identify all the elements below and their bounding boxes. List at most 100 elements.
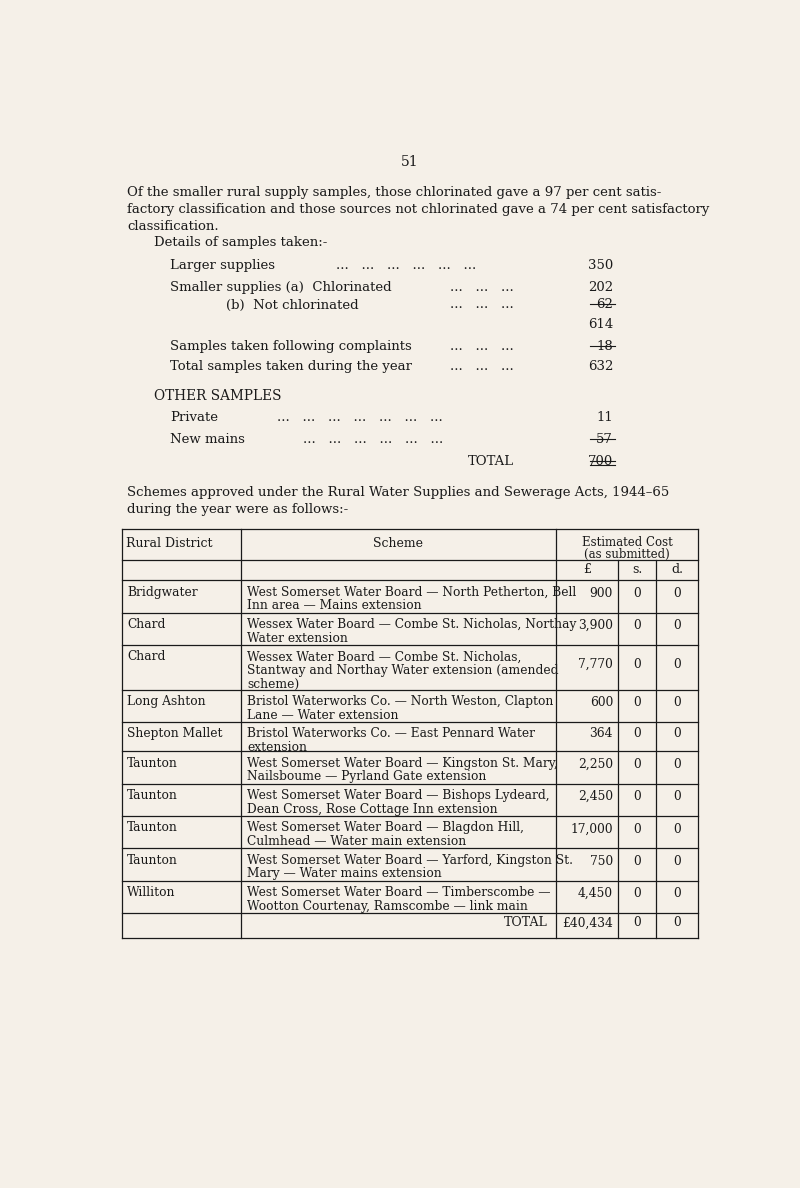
Text: (as submitted): (as submitted) bbox=[584, 548, 670, 561]
Text: £: £ bbox=[582, 563, 590, 576]
Text: scheme): scheme) bbox=[247, 678, 299, 690]
Text: factory classification and those sources not chlorinated gave a 74 per cent sati: factory classification and those sources… bbox=[127, 203, 710, 216]
Text: Inn area — Mains extension: Inn area — Mains extension bbox=[247, 600, 422, 612]
Text: Bristol Waterworks Co. — East Pennard Water: Bristol Waterworks Co. — East Pennard Wa… bbox=[247, 727, 535, 740]
Text: 51: 51 bbox=[401, 154, 419, 169]
Text: 0: 0 bbox=[634, 696, 641, 709]
Text: 4,450: 4,450 bbox=[578, 887, 613, 901]
Text: 2,250: 2,250 bbox=[578, 758, 613, 771]
Text: Wessex Water Board — Combe St. Nicholas, Northay: Wessex Water Board — Combe St. Nicholas,… bbox=[247, 618, 577, 631]
Text: Bristol Waterworks Co. — North Weston, Clapton: Bristol Waterworks Co. — North Weston, C… bbox=[247, 695, 554, 708]
Text: West Somerset Water Board — North Petherton, Bell: West Somerset Water Board — North Pether… bbox=[247, 586, 577, 599]
Text: 632: 632 bbox=[588, 360, 613, 373]
Text: 7,770: 7,770 bbox=[578, 658, 613, 671]
Text: OTHER SAMPLES: OTHER SAMPLES bbox=[154, 388, 282, 403]
Text: New mains: New mains bbox=[170, 432, 245, 446]
Text: 0: 0 bbox=[674, 727, 682, 740]
Text: Stantway and Northay Water extension (amended: Stantway and Northay Water extension (am… bbox=[247, 664, 558, 677]
Text: ...   ...   ...   ...   ...   ...: ... ... ... ... ... ... bbox=[336, 259, 477, 272]
Text: Long Ashton: Long Ashton bbox=[127, 695, 206, 708]
Text: Bridgwater: Bridgwater bbox=[127, 586, 198, 599]
Text: 0: 0 bbox=[634, 916, 641, 929]
Text: 900: 900 bbox=[590, 587, 613, 600]
Text: classification.: classification. bbox=[127, 220, 218, 233]
Text: Shepton Mallet: Shepton Mallet bbox=[127, 727, 222, 740]
Text: Lane — Water extension: Lane — Water extension bbox=[247, 709, 398, 722]
Text: 17,000: 17,000 bbox=[570, 822, 613, 835]
Text: 0: 0 bbox=[634, 587, 641, 600]
Text: Culmhead — Water main extension: Culmhead — Water main extension bbox=[247, 835, 466, 848]
Text: 0: 0 bbox=[674, 822, 682, 835]
Text: West Somerset Water Board — Kingston St. Mary,: West Somerset Water Board — Kingston St.… bbox=[247, 757, 558, 770]
Text: 0: 0 bbox=[634, 758, 641, 771]
Text: Private: Private bbox=[170, 411, 218, 424]
Text: s.: s. bbox=[632, 563, 642, 576]
Text: ...   ...   ...   ...   ...   ...: ... ... ... ... ... ... bbox=[303, 432, 443, 446]
Text: 0: 0 bbox=[634, 619, 641, 632]
Text: Mary — Water mains extension: Mary — Water mains extension bbox=[247, 867, 442, 880]
Text: ...   ...   ...: ... ... ... bbox=[450, 340, 514, 353]
Text: Dean Cross, Rose Cottage Inn extension: Dean Cross, Rose Cottage Inn extension bbox=[247, 803, 498, 816]
Text: 0: 0 bbox=[674, 696, 682, 709]
Text: Scheme: Scheme bbox=[374, 537, 423, 550]
Text: Rural District: Rural District bbox=[126, 537, 213, 550]
Text: 0: 0 bbox=[634, 822, 641, 835]
Text: 62: 62 bbox=[596, 298, 613, 311]
Text: ...   ...   ...: ... ... ... bbox=[450, 282, 514, 295]
Text: 57: 57 bbox=[596, 432, 613, 446]
Text: Chard: Chard bbox=[127, 618, 166, 631]
Text: 0: 0 bbox=[674, 855, 682, 868]
Text: Of the smaller rural supply samples, those chlorinated gave a 97 per cent satis-: Of the smaller rural supply samples, tho… bbox=[127, 185, 662, 198]
Text: West Somerset Water Board — Yarford, Kingston St.: West Somerset Water Board — Yarford, Kin… bbox=[247, 854, 574, 867]
Text: Wootton Courtenay, Ramscombe — link main: Wootton Courtenay, Ramscombe — link main bbox=[247, 899, 528, 912]
Text: Estimated Cost: Estimated Cost bbox=[582, 536, 672, 549]
Text: 600: 600 bbox=[590, 696, 613, 709]
Text: 0: 0 bbox=[634, 727, 641, 740]
Text: extension: extension bbox=[247, 741, 307, 754]
Text: Schemes approved under the Rural Water Supplies and Sewerage Acts, 1944–65: Schemes approved under the Rural Water S… bbox=[127, 486, 670, 499]
Text: 700: 700 bbox=[588, 455, 613, 468]
Text: 364: 364 bbox=[590, 727, 613, 740]
Text: 0: 0 bbox=[634, 855, 641, 868]
Text: 11: 11 bbox=[596, 411, 613, 424]
Text: 2,450: 2,450 bbox=[578, 790, 613, 803]
Text: 0: 0 bbox=[674, 658, 682, 671]
Text: Water extension: Water extension bbox=[247, 632, 348, 645]
Text: 0: 0 bbox=[674, 758, 682, 771]
Text: 3,900: 3,900 bbox=[578, 619, 613, 632]
Text: 0: 0 bbox=[674, 916, 682, 929]
Text: Chard: Chard bbox=[127, 650, 166, 663]
Text: 0: 0 bbox=[674, 887, 682, 901]
Text: Total samples taken during the year: Total samples taken during the year bbox=[170, 360, 412, 373]
Text: West Somerset Water Board — Bishops Lydeard,: West Somerset Water Board — Bishops Lyde… bbox=[247, 789, 550, 802]
Text: 0: 0 bbox=[674, 619, 682, 632]
Text: 18: 18 bbox=[596, 340, 613, 353]
Text: Nailsboume — Pyrland Gate extension: Nailsboume — Pyrland Gate extension bbox=[247, 770, 486, 783]
Text: £40,434: £40,434 bbox=[562, 916, 613, 929]
Text: West Somerset Water Board — Timberscombe —: West Somerset Water Board — Timberscombe… bbox=[247, 886, 550, 899]
Text: Larger supplies: Larger supplies bbox=[170, 259, 274, 272]
Text: Taunton: Taunton bbox=[127, 821, 178, 834]
Text: 0: 0 bbox=[634, 658, 641, 671]
Text: TOTAL: TOTAL bbox=[468, 455, 514, 468]
Text: 350: 350 bbox=[588, 259, 613, 272]
Text: during the year were as follows:-: during the year were as follows:- bbox=[127, 503, 348, 516]
Text: 0: 0 bbox=[634, 887, 641, 901]
Text: 0: 0 bbox=[634, 790, 641, 803]
Text: 614: 614 bbox=[588, 318, 613, 331]
Text: Taunton: Taunton bbox=[127, 789, 178, 802]
Text: Williton: Williton bbox=[127, 886, 176, 899]
Text: 0: 0 bbox=[674, 790, 682, 803]
Text: ...   ...   ...   ...   ...   ...   ...: ... ... ... ... ... ... ... bbox=[277, 411, 442, 424]
Text: TOTAL: TOTAL bbox=[504, 916, 548, 929]
Text: ...   ...   ...: ... ... ... bbox=[450, 298, 514, 311]
Text: Smaller supplies (a)  Chlorinated: Smaller supplies (a) Chlorinated bbox=[170, 282, 391, 295]
Text: (b)  Not chlorinated: (b) Not chlorinated bbox=[226, 298, 358, 311]
Text: West Somerset Water Board — Blagdon Hill,: West Somerset Water Board — Blagdon Hill… bbox=[247, 821, 524, 834]
Text: Wessex Water Board — Combe St. Nicholas,: Wessex Water Board — Combe St. Nicholas, bbox=[247, 650, 522, 663]
Text: Details of samples taken:-: Details of samples taken:- bbox=[154, 235, 328, 248]
Text: Taunton: Taunton bbox=[127, 854, 178, 867]
Text: 750: 750 bbox=[590, 855, 613, 868]
Text: Taunton: Taunton bbox=[127, 757, 178, 770]
Text: 0: 0 bbox=[674, 587, 682, 600]
